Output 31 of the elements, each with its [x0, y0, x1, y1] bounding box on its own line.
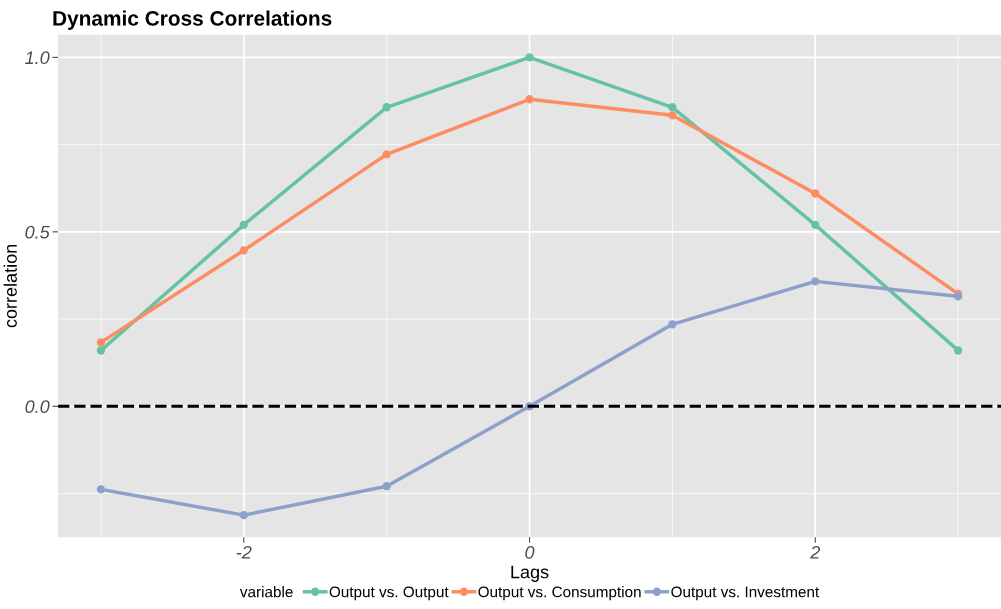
point: [811, 277, 820, 286]
legend-label: Output vs. Output: [329, 586, 449, 601]
legend-title: variable: [239, 586, 293, 598]
legend-label: Output vs. Investment: [671, 586, 820, 601]
y-tick-label: 1.0: [25, 51, 50, 65]
point: [382, 482, 391, 491]
point: [525, 53, 534, 62]
point: [239, 246, 248, 255]
point: [382, 103, 391, 112]
y-tick-label: 0.5: [25, 225, 50, 239]
x-tick-label: -2: [236, 545, 252, 559]
y-tick-label: 0.0: [25, 400, 50, 414]
point: [953, 346, 963, 355]
point: [239, 510, 248, 520]
point: [96, 338, 106, 347]
point: [96, 485, 106, 494]
legend-label: Output vs. Consumption: [478, 586, 641, 601]
point: [239, 220, 248, 230]
x-tick-label: 2: [810, 545, 821, 559]
y-axis-title: correlation: [3, 244, 17, 328]
point: [668, 111, 677, 120]
point: [811, 220, 820, 230]
point: [525, 95, 534, 104]
point: [668, 103, 677, 112]
point: [668, 320, 677, 329]
chart-title: Dynamic Cross Correlations: [53, 10, 332, 30]
point: [382, 150, 391, 159]
point: [96, 346, 106, 355]
point: [811, 189, 820, 198]
x-axis-title: Lags: [511, 565, 549, 582]
x-tick-label: 0: [525, 545, 535, 559]
